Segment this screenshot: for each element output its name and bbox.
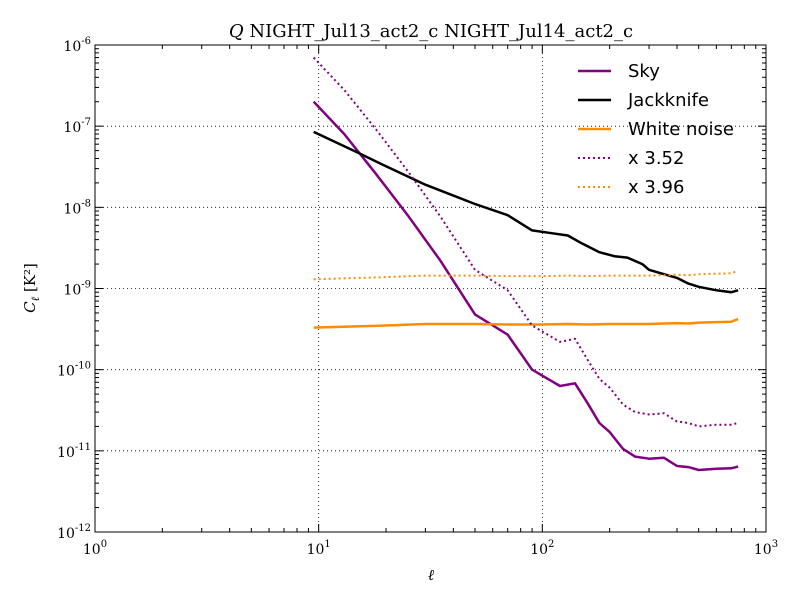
y-tick-label: 10-10 bbox=[57, 361, 91, 380]
ylabel-unit: [K²] bbox=[21, 263, 39, 297]
axis-ticks: 100 101 102 103 10-12 10-11 10-10 10-9 10-8 10-7 1… bbox=[57, 36, 778, 558]
chart-title: Q NIGHT_Jul13_act2_c NIGHT_Jul14_act2_c bbox=[229, 21, 633, 42]
series-line-jackknife bbox=[313, 130, 739, 294]
x-axis-label: ℓ bbox=[428, 566, 434, 584]
y-tick-label: 10-6 bbox=[63, 36, 91, 55]
x-tick-label: 102 bbox=[530, 539, 554, 558]
y-tick-label: 10-9 bbox=[63, 280, 91, 299]
y-tick-label: 10-8 bbox=[63, 198, 91, 217]
series-line-white-noise bbox=[313, 317, 739, 329]
legend: Sky Jackknife White noise x 3.52 x 3.96 bbox=[578, 61, 734, 198]
title-symbol: Q bbox=[229, 21, 244, 42]
x-tick-label: 101 bbox=[307, 539, 331, 558]
y-tick-label: 10-11 bbox=[57, 442, 91, 461]
series-line-x-3-52 bbox=[312, 56, 739, 428]
ylabel-symbol: C bbox=[21, 301, 39, 313]
series-line-x-3-96 bbox=[313, 269, 739, 281]
x-tick-label: 103 bbox=[754, 539, 778, 558]
title-text: NIGHT_Jul13_act2_c NIGHT_Jul14_act2_c bbox=[244, 21, 633, 42]
ylabel-subscript: ℓ bbox=[29, 296, 42, 301]
y-tick-label: 10-12 bbox=[57, 523, 91, 542]
y-tick-label: 10-7 bbox=[63, 117, 91, 136]
legend-label-white-noise: White noise bbox=[628, 119, 734, 140]
y-axis-label: Cℓ [K²] bbox=[21, 263, 42, 313]
x-tick-label: 100 bbox=[83, 539, 107, 558]
legend-label-x-3-96: x 3.96 bbox=[628, 177, 684, 198]
series-line-sky bbox=[312, 100, 739, 472]
plot-series bbox=[312, 56, 739, 472]
legend-label-jackknife: Jackknife bbox=[627, 90, 709, 111]
legend-label-x-3-52: x 3.52 bbox=[628, 148, 684, 169]
legend-label-sky: Sky bbox=[628, 61, 660, 82]
